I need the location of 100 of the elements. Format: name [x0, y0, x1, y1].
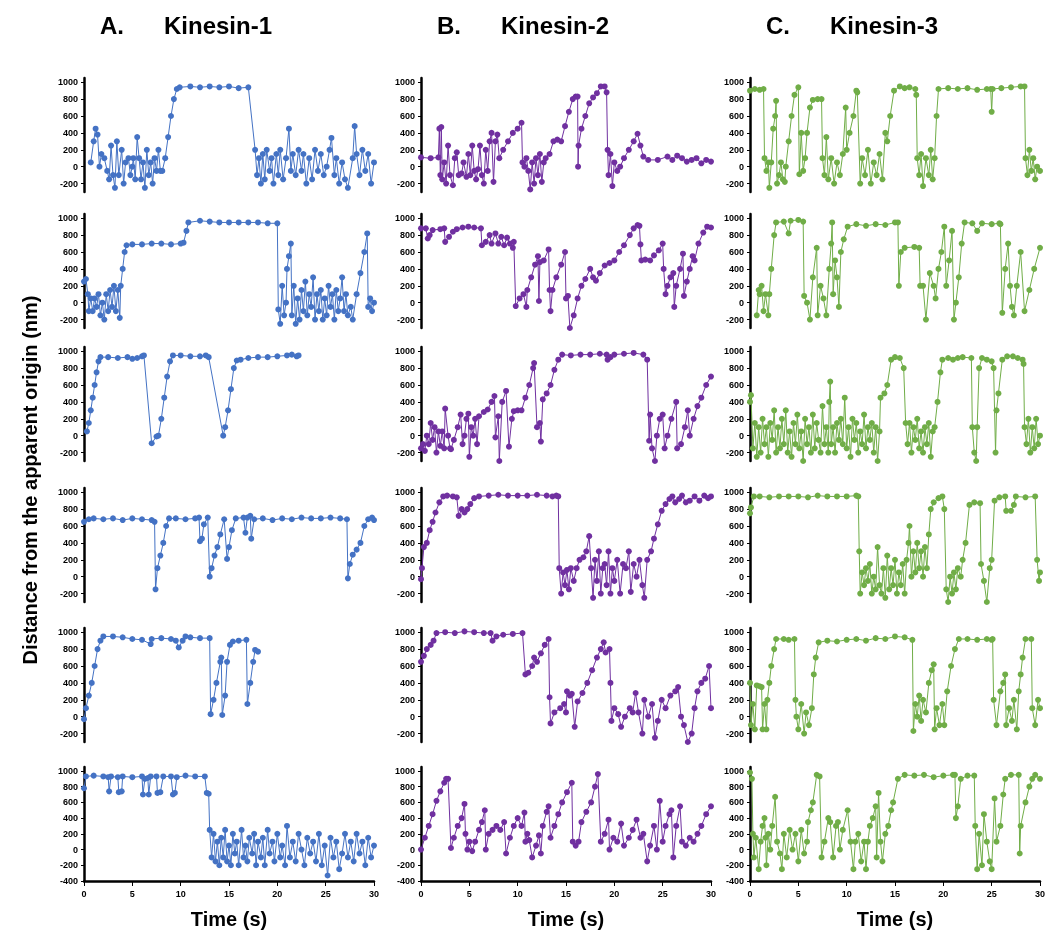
y-tick-label: 800	[399, 363, 415, 374]
y-tick-label: 800	[728, 94, 744, 105]
y-tick-label: 400	[62, 813, 78, 824]
y-tick-label: 600	[728, 521, 744, 531]
x-tick-label: 0	[418, 888, 424, 899]
y-tick-label: 800	[399, 504, 415, 515]
y-tick-label: 600	[62, 247, 78, 257]
x-tick-label: 10	[175, 888, 186, 899]
y-tick-label: -200	[59, 588, 78, 599]
y-tick-label: 800	[399, 781, 415, 792]
y-tick-label: 400	[728, 127, 744, 138]
y-tick-label: -200	[59, 860, 78, 871]
y-tick-label: 800	[62, 230, 78, 241]
y-tick-label: 0	[738, 161, 744, 172]
y-tick-label: 1000	[394, 765, 415, 776]
x-tick-label: 30	[705, 888, 717, 899]
y-tick-label: 600	[62, 521, 78, 531]
y-tick-label: 200	[399, 828, 415, 839]
y-tick-label: 800	[62, 504, 78, 515]
y-tick-label: 400	[728, 396, 744, 407]
y-tick-label: 0	[738, 430, 744, 441]
y-tick-label: 0	[738, 844, 744, 855]
y-tick-label: 200	[728, 554, 744, 565]
y-tick-label: -400	[725, 876, 744, 886]
y-tick-label: 200	[399, 413, 415, 424]
x-axis-title: Time (s)	[856, 908, 934, 930]
x-tick-label: 5	[129, 888, 135, 899]
y-tick-label: 200	[399, 554, 415, 565]
y-tick-label: 0	[409, 711, 415, 722]
y-tick-label: 1000	[57, 77, 78, 88]
x-axis-title: Time (s)	[190, 908, 268, 930]
y-tick-label: 400	[62, 677, 78, 688]
y-tick-label: 0	[72, 844, 78, 855]
y-tick-label: 200	[62, 413, 78, 424]
y-tick-label: 400	[62, 537, 78, 548]
y-tick-label: 1000	[57, 487, 78, 498]
y-tick-label: 800	[399, 644, 415, 655]
y-tick-label: -200	[725, 860, 744, 871]
y-tick-label: 200	[728, 144, 744, 155]
y-tick-label: 400	[399, 813, 415, 824]
y-tick-label: 400	[728, 677, 744, 688]
y-tick-label: 0	[409, 844, 415, 855]
y-tick-label: 1000	[723, 487, 744, 498]
y-tick-label: -200	[396, 447, 415, 458]
y-tick-label: 200	[399, 694, 415, 705]
x-axis-title: Time (s)	[527, 908, 605, 930]
y-tick-label: 1000	[57, 627, 78, 638]
y-tick-label: 800	[728, 363, 744, 374]
y-tick-label: 600	[62, 661, 78, 671]
y-tick-label: 200	[62, 828, 78, 839]
y-tick-label: -200	[725, 728, 744, 739]
y-tick-label: -400	[396, 876, 415, 886]
y-tick-label: 1000	[57, 346, 78, 357]
x-tick-label: 10	[512, 888, 523, 899]
chart-title: C. Kinesin-3	[766, 12, 939, 40]
y-tick-label: 600	[62, 111, 78, 121]
y-tick-label: -200	[396, 314, 415, 325]
y-tick-label: 600	[399, 247, 415, 257]
y-tick-label: 0	[72, 161, 78, 172]
y-tick-label: 600	[62, 380, 78, 390]
y-tick-label: 400	[62, 263, 78, 274]
y-tick-label: 600	[728, 380, 744, 390]
y-tick-label: 600	[728, 797, 744, 808]
y-tick-label: 0	[72, 571, 78, 582]
y-tick-label: 400	[399, 127, 415, 138]
x-tick-label: 0	[747, 888, 753, 899]
y-tick-label: 400	[399, 396, 415, 407]
y-tick-label: 1000	[394, 346, 415, 357]
y-tick-label: 0	[72, 297, 78, 308]
y-tick-label: -200	[725, 447, 744, 458]
y-tick-label: 1000	[57, 765, 78, 776]
y-tick-label: -200	[396, 588, 415, 599]
x-tick-label: 20	[938, 888, 949, 899]
y-tick-label: 400	[728, 813, 744, 824]
y-tick-label: -200	[396, 860, 415, 871]
y-tick-label: 400	[728, 537, 744, 548]
y-axis-title: Distance from the apparent origin (nm)	[18, 295, 42, 665]
y-tick-label: 0	[738, 297, 744, 308]
y-tick-label: 400	[399, 537, 415, 548]
y-tick-label: 200	[62, 554, 78, 565]
y-tick-label: -200	[396, 178, 415, 189]
y-tick-label: 1000	[723, 627, 744, 638]
y-tick-label: 400	[62, 396, 78, 407]
y-tick-label: 0	[738, 571, 744, 582]
y-tick-label: -200	[725, 178, 744, 189]
y-tick-label: 800	[399, 230, 415, 241]
y-tick-label: -200	[59, 728, 78, 739]
y-tick-label: 600	[62, 797, 78, 808]
y-tick-label: 600	[399, 797, 415, 808]
y-tick-label: 200	[728, 280, 744, 291]
y-tick-label: 200	[62, 144, 78, 155]
y-tick-label: -200	[59, 447, 78, 458]
y-tick-label: 1000	[394, 487, 415, 498]
y-tick-label: 1000	[723, 213, 744, 224]
y-tick-label: 800	[728, 781, 744, 792]
x-tick-label: 15	[223, 888, 235, 899]
y-tick-label: 0	[738, 711, 744, 722]
y-tick-label: -200	[725, 588, 744, 599]
x-tick-label: 20	[272, 888, 283, 899]
y-tick-label: 1000	[394, 627, 415, 638]
